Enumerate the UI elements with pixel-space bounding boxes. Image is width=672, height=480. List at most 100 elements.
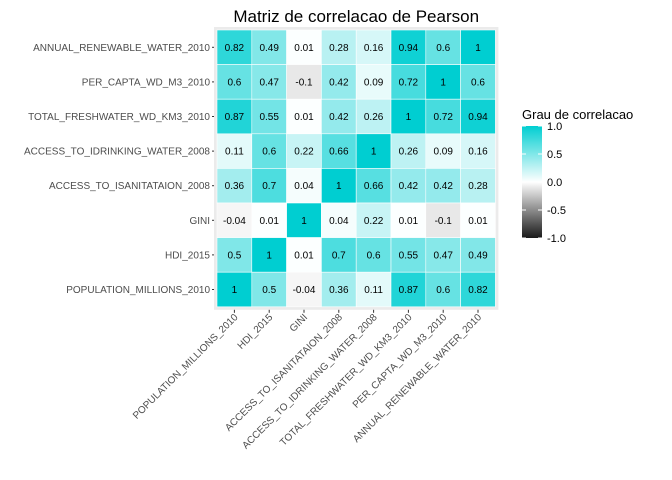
cell-value-label: 1 [232, 285, 238, 296]
heatmap-cell [216, 237, 253, 273]
cell-value-label: 0.11 [364, 285, 383, 296]
heatmap-cell [251, 64, 287, 100]
cell-value-label: 0.87 [225, 112, 245, 123]
cell-value-label: 0.49 [468, 250, 488, 261]
heatmap-cell [425, 168, 461, 204]
heatmap-cell [355, 202, 392, 238]
heatmap-cell [355, 133, 392, 169]
heatmap-cell [216, 64, 253, 100]
cell-value-label: 0.42 [399, 181, 419, 192]
x-tick-label: TOTAL_FRESHWATER_WD_KM3_2010 [278, 312, 415, 449]
cell-value-label: 0.66 [364, 181, 384, 192]
cell-value-label: 1 [475, 43, 481, 54]
cell-value-label: 0.6 [367, 250, 381, 261]
cell-value-label: 0.01 [259, 216, 279, 227]
heatmap-cell-labels: 0.82 0.49 0.01 0.28 0.16 0.94 0.6 1 0.6 0.47 -0.1 0… [223, 43, 488, 296]
heatmap-cell [390, 202, 427, 238]
cell-value-label: 0.04 [294, 181, 314, 192]
cell-value-label: 0.6 [436, 43, 450, 54]
cell-value-label: 0.94 [468, 112, 488, 123]
cell-value-label: 0.42 [433, 181, 453, 192]
heatmap-cell [286, 237, 322, 273]
cell-value-label: 0.72 [399, 77, 419, 88]
y-tick-label: ACCESS_TO_ISANITATAION_2008 [49, 181, 210, 192]
legend-tick-label: 0.5 [547, 149, 562, 161]
heatmap-cell [425, 271, 461, 308]
cell-value-label: -0.1 [435, 216, 453, 227]
cell-value-label: 1 [336, 181, 342, 192]
x-tick-label: HDI_2015 [236, 312, 276, 352]
cell-value-label: 0.42 [329, 112, 349, 123]
heatmap-cell [460, 271, 496, 308]
cell-value-label: 0.55 [259, 112, 279, 123]
heatmap-cell [425, 98, 461, 135]
cell-value-label: -0.1 [295, 77, 313, 88]
cell-value-label: 1 [371, 147, 377, 158]
heatmap-cell [251, 98, 287, 135]
heatmap-cell [390, 98, 427, 135]
cell-value-label: 1 [406, 112, 412, 123]
x-tick-label: ACCESS_TO_ISANITATAION_2008 [223, 312, 345, 434]
y-tick-label: ANNUAL_RENEWABLE_WATER_2010 [33, 43, 210, 54]
heatmap-cell [355, 271, 392, 308]
cell-value-label: 1 [440, 77, 446, 88]
heatmap-cell [251, 29, 287, 65]
heatmap-cell [460, 98, 496, 135]
cell-value-label: 0.5 [262, 285, 276, 296]
heatmap-cell [425, 237, 461, 273]
y-axis: ANNUAL_RENEWABLE_WATER_2010 PER_CAPTA_WD_… [24, 43, 214, 296]
cell-value-label: -0.04 [223, 216, 246, 227]
cell-value-label: 0.72 [433, 112, 453, 123]
legend-title: Grau de correlacao [522, 107, 633, 122]
heatmap-cell [321, 237, 357, 273]
cell-value-label: 1 [301, 216, 307, 227]
heatmap-cell [286, 271, 322, 308]
cell-value-label: 0.6 [471, 77, 485, 88]
cell-value-label: 0.5 [227, 250, 241, 261]
heatmap-cell [460, 64, 496, 100]
cell-value-label: 0.7 [262, 181, 276, 192]
legend-tick-label: 0.0 [547, 177, 562, 189]
cell-value-label: 0.01 [294, 250, 314, 261]
heatmap-cell [286, 168, 322, 204]
legend-ticks: 1.0 0.5 0.0 -0.5 -1.0 [522, 121, 566, 245]
cell-value-label: 0.11 [225, 147, 244, 158]
heatmap-cell [460, 168, 496, 204]
cell-value-label: 0.47 [433, 250, 453, 261]
cell-value-label: 0.49 [259, 43, 279, 54]
heatmap-cell [460, 133, 496, 169]
heatmap-cell [321, 202, 357, 238]
y-tick-label: TOTAL_FRESHWATER_WD_KM3_2010 [28, 112, 210, 123]
cell-value-label: 0.22 [294, 147, 314, 158]
heatmap-cell [460, 29, 496, 65]
heatmap-cell [216, 29, 253, 65]
heatmap-cell [425, 64, 461, 100]
cell-value-label: 0.6 [262, 147, 276, 158]
heatmap-cell [321, 98, 357, 135]
cell-value-label: 0.36 [329, 285, 349, 296]
heatmap-cell [251, 271, 287, 308]
heatmap-cell [251, 237, 287, 273]
cell-value-label: 0.66 [329, 147, 349, 158]
cell-value-label: 0.26 [399, 147, 419, 158]
y-tick-label: ACCESS_TO_IDRINKING_WATER_2008 [24, 147, 210, 158]
cell-value-label: 1 [266, 250, 272, 261]
cell-value-label: 0.01 [399, 216, 419, 227]
y-tick-label: PER_CAPTA_WD_M3_2010 [82, 77, 211, 88]
legend-tick-label: -1.0 [547, 233, 566, 245]
cell-value-label: 0.47 [259, 77, 279, 88]
legend-colorbar [522, 126, 542, 238]
cell-value-label: 0.7 [332, 250, 346, 261]
legend-tick-label: -0.5 [547, 205, 566, 217]
legend: Grau de correlacao 1.0 0.5 0.0 -0.5 -1.0 [522, 107, 633, 245]
heatmap-cell [286, 29, 322, 65]
heatmap-cell [216, 271, 253, 308]
x-tick-label: GINI [288, 312, 310, 334]
cell-value-label: 0.6 [227, 77, 241, 88]
y-tick-label: HDI_2015 [165, 250, 210, 261]
x-tick-label: POPULATION_MILLIONS_2010 [131, 312, 241, 422]
cell-value-label: 0.94 [399, 43, 419, 54]
cell-value-label: 0.22 [364, 216, 384, 227]
cell-value-label: 0.82 [468, 285, 488, 296]
